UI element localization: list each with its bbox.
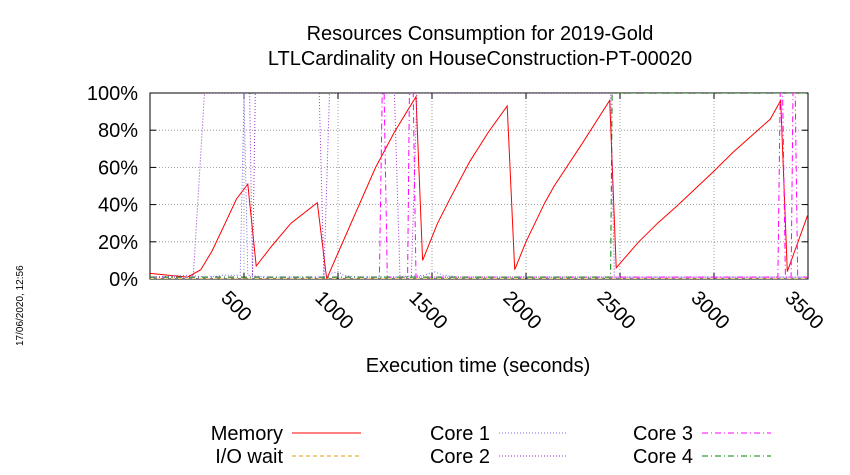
series-line-core-4: [150, 93, 808, 278]
y-tick-label: 80%: [98, 120, 138, 142]
legend-label-core-4: Core 4: [633, 446, 693, 468]
legend-label-core-2: Core 2: [430, 446, 490, 468]
chart-subtitle: LTLCardinality on HouseConstruction-PT-0…: [268, 48, 692, 70]
y-tick-label: 100%: [87, 83, 138, 105]
series-group: [150, 93, 808, 279]
series-line-memory: [150, 95, 808, 279]
x-tick-label: 500: [216, 287, 255, 326]
x-axis-label: Execution time (seconds): [366, 355, 591, 377]
legend-label-core-1: Core 1: [430, 423, 490, 445]
legend-label-core-3: Core 3: [633, 423, 693, 445]
y-tick-label: 40%: [98, 195, 138, 217]
series-line-core-2: [150, 93, 808, 278]
y-axis: 0% 20% 40% 60% 80% 100%: [87, 83, 808, 291]
series-line-core-1: [150, 93, 808, 278]
x-tick-label: 3500: [780, 287, 827, 334]
timestamp: 17/06/2020, 12:56: [15, 265, 26, 346]
x-tick-label: 2000: [498, 287, 545, 334]
legend-label-memory: Memory: [211, 423, 283, 445]
x-tick-label: 1000: [310, 287, 357, 334]
x-tick-label: 3000: [686, 287, 733, 334]
y-tick-label: 20%: [98, 232, 138, 254]
y-tick-label: 0%: [109, 269, 138, 291]
chart-title: Resources Consumption for 2019-Gold: [307, 23, 654, 45]
legend-label-i-o-wait: I/O wait: [215, 446, 283, 468]
grid: [150, 92, 809, 280]
plot-frame: [149, 92, 809, 280]
x-axis: 500 1000 1500 2000 2500 3000 3500: [216, 93, 827, 334]
y-tick-label: 60%: [98, 157, 138, 179]
x-tick-label: 2500: [592, 287, 639, 334]
series-line-core-3: [150, 93, 808, 278]
x-tick-label: 1500: [404, 287, 451, 334]
